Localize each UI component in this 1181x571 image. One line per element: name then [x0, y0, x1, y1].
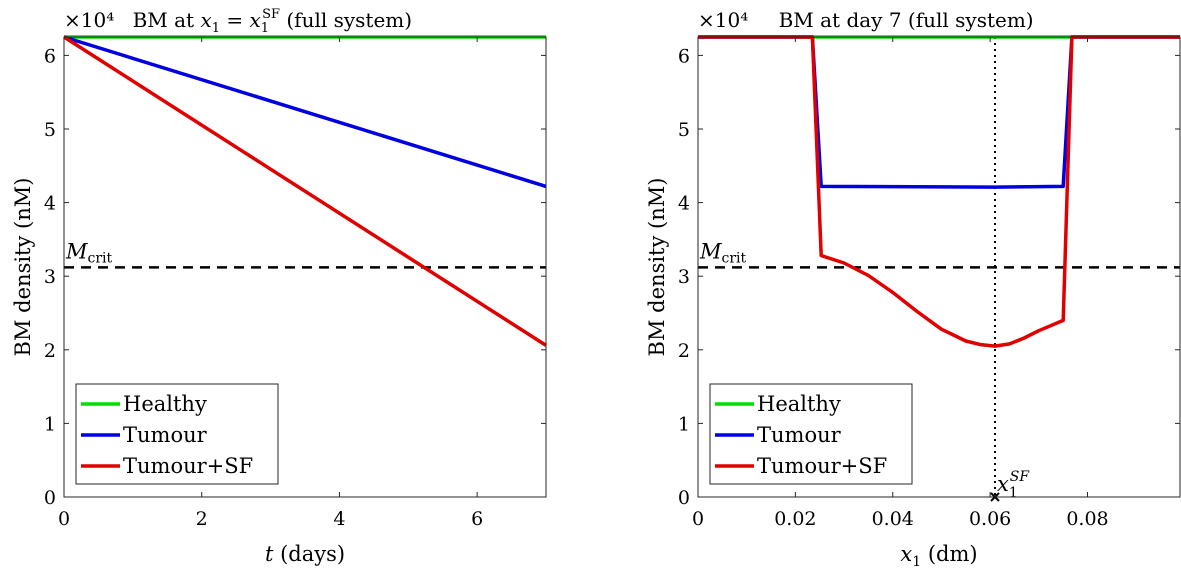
y-tick-label: 6 — [44, 45, 56, 67]
y-tick-label: 6 — [678, 45, 690, 67]
series-line-tumour-sf — [63, 35, 547, 347]
series-line-tumour — [63, 35, 547, 189]
y-tick-label: 5 — [44, 119, 56, 141]
axes-box — [63, 36, 547, 498]
y-tick-label: 2 — [678, 340, 690, 362]
legend-label: Tumour — [123, 423, 208, 447]
x-tick-label: 0.06 — [969, 508, 1011, 530]
x-tick-label: 4 — [333, 508, 345, 530]
x-axis-label: x1 (dm) — [900, 542, 977, 570]
y-tick-label: 5 — [678, 119, 690, 141]
y-tick-label: 4 — [44, 193, 56, 215]
x-tick-label: 0.02 — [774, 508, 816, 530]
y-tick-label: 4 — [678, 193, 690, 215]
mcrit-label: Mcrit — [65, 239, 113, 266]
y-tick-label: 3 — [678, 266, 690, 288]
mcrit-label: Mcrit — [699, 239, 747, 266]
legend-label: Healthy — [757, 392, 841, 416]
legend-label: Tumour — [757, 423, 842, 447]
x-tick-label: 2 — [196, 508, 208, 530]
x-tick-label: 0.08 — [1066, 508, 1108, 530]
y-axis-label: BM density (nM) — [645, 178, 669, 357]
xsf-marker-label: x1SF — [997, 469, 1030, 501]
chart-title: ×10⁴ BM at day 7 (full system) — [698, 8, 1034, 32]
legend-label: Healthy — [123, 392, 207, 416]
legend-label: Tumour+SF — [123, 454, 253, 478]
chart-right: Mcrit x1SF 0 0.02 0.04 0.06 0.08 0 1 2 3 4 5 6 ×10⁴ … — [645, 8, 1181, 570]
y-tick-label: 0 — [44, 487, 56, 509]
axes-box — [697, 36, 1181, 498]
y-tick-label: 1 — [678, 413, 690, 435]
x-tick-label: 0 — [692, 508, 704, 530]
multiplier: ×10⁴ — [64, 8, 114, 32]
multiplier: ×10⁴ — [698, 8, 748, 32]
y-tick-label: 2 — [44, 340, 56, 362]
legend-label: Tumour+SF — [757, 454, 887, 478]
chart-title: ×10⁴ BM at x1 = x1SF (full system) — [64, 7, 412, 36]
x-tick-label: 6 — [471, 508, 483, 530]
x-tick-label: 0 — [58, 508, 70, 530]
x-tick-label: 0.04 — [872, 508, 914, 530]
series-line-tumour-sf — [698, 35, 1180, 348]
chart-left: Mcrit 0 2 4 6 0 1 2 3 4 5 6 ×10⁴ BM at x1 = x1SF (… — [11, 7, 547, 566]
y-tick-label: 1 — [44, 413, 56, 435]
y-tick-label: 3 — [44, 266, 56, 288]
x-axis-label: t (days) — [265, 542, 345, 566]
y-tick-label: 0 — [678, 487, 690, 509]
y-axis-label: BM density (nM) — [11, 178, 35, 357]
